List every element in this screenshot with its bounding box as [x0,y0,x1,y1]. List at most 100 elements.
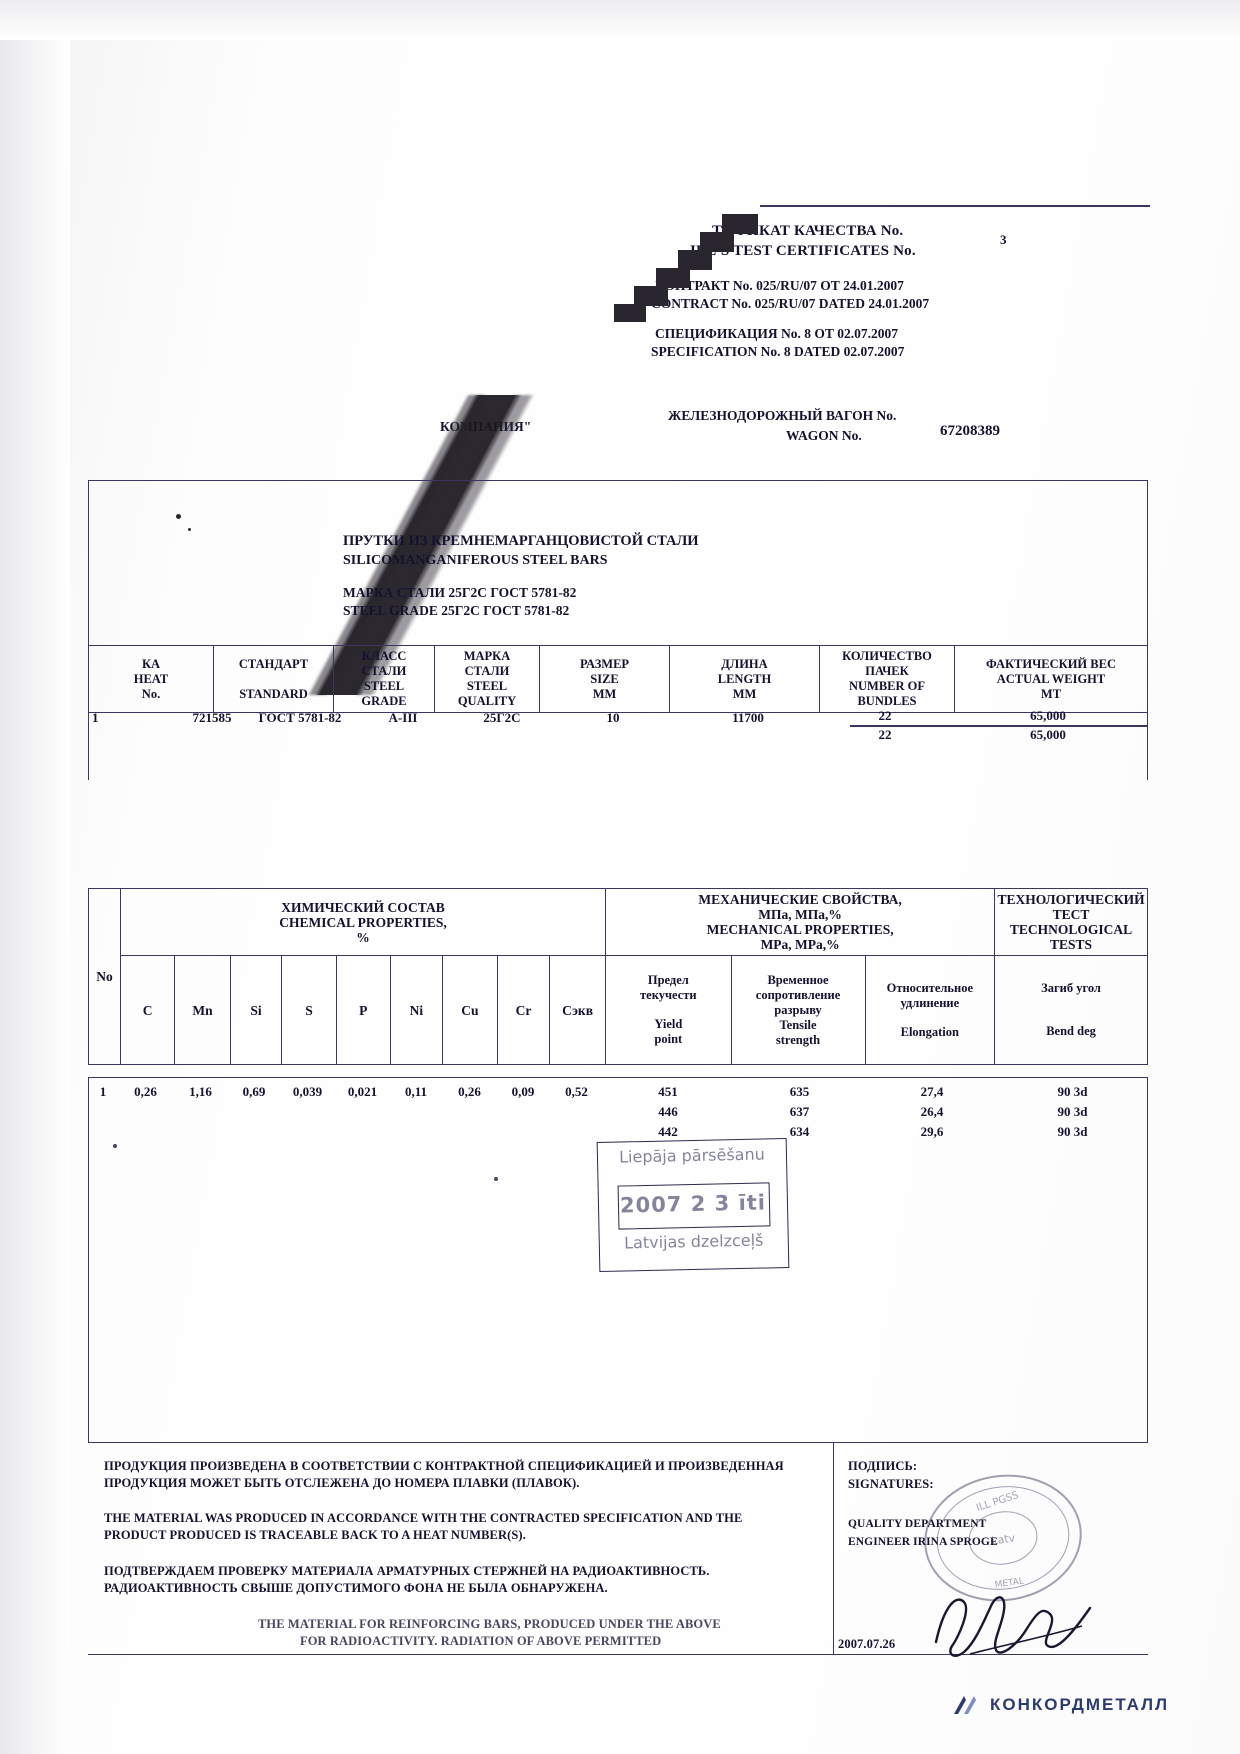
steel-grade-en-text: STEEL GRADE 25Г2С ГОСТ 5781-82 [343,603,570,618]
th-yield-point: Предел текучести Yield point [605,955,732,1065]
val-row-no: 1 [99,1084,107,1099]
scan-artifact-step-4 [656,268,690,288]
top-rule [760,205,1150,207]
svg-text:ILL PGSS: ILL PGSS [975,1490,1020,1514]
scan-speck-4 [494,1177,498,1181]
specification-line-en: SPECIFICATION No. 8 DATED 02.07.2007 [651,344,904,360]
val-yield-col: 451 446 442 [658,1084,678,1139]
shipment-row-steel-grade: А-III [388,710,418,725]
certificate-number-text: 3 [1000,232,1007,247]
shipment-row-heat: 721585 [192,710,232,725]
logo-mark-icon [954,1696,976,1714]
th-element-si: Si [229,955,283,1065]
properties-table: No ХИМИЧЕСКИЙ СОСТАВ CHEMICAL PROPERTIES… [88,888,1148,1065]
contract-line-ru: КОНТРАКТ No. 025/RU/07 ОТ 24.01.2007 [655,278,904,294]
th-standard: СТАНДАРТ STANDARD [213,645,334,713]
properties-group-row: No ХИМИЧЕСКИЙ СОСТАВ CHEMICAL PROPERTIES… [88,888,1148,1065]
footer-declaration-ru-2: ПОДТВЕРЖДАЕМ ПРОВЕРКУ МАТЕРИАЛА АРМАТУРН… [104,1564,710,1595]
val-cr: 0,09 [511,1084,535,1099]
section2-frame-right [1147,1077,1148,1442]
wagon-label-en: WAGON No. [786,428,862,444]
properties-values: 1 0,26 1,16 0,69 0,039 0,021 0,11 0,26 0… [88,1082,1148,1142]
product-name-en-text: SILICOMANGANIFEROUS STEEL BARS [343,553,608,568]
wagon-number-text: 67208389 [940,423,1000,439]
steel-grade-ru-text: МАРКА СТАЛИ 25Г2С ГОСТ 5781-82 [343,585,577,600]
properties-subheader-row: C Mn Si S P Ni Cu Cr Сэкв Предел текучес… [89,955,1148,1065]
scan-artifact-step-3 [678,250,712,270]
shipment-row-weight: 65,000 [1030,708,1066,723]
wagon-label-ru: ЖЕЛЕЗНОДОРОЖНЫЙ ВАГОН No. [668,408,896,424]
scan-artifact-step-1 [722,214,758,234]
section1-frame-right [1147,480,1148,780]
engineer-name: ENGINEER IRINA SPROGE [848,1536,998,1548]
steel-grade-en: STEEL GRADE 25Г2С ГОСТ 5781-82 [343,603,569,619]
th-steel-quality: МАРКА СТАЛИ STEEL QUALITY [434,645,540,713]
footer-top-rule [88,1442,1148,1443]
certificate-title-en-text: ILL'S TEST CERTIFICATES No. [690,243,916,259]
val-bend-col: 90 3d 90 3d 90 3d [1057,1084,1088,1139]
th-element-cu: Cu [441,955,498,1065]
th-elongation: Относительное удлинение Elongation [864,955,996,1065]
scan-speck-3 [113,1144,117,1148]
th-element-c: C [119,955,176,1065]
company-name: КОМПАНИЯ" [440,419,531,435]
footer-bottom-rule [88,1654,1148,1655]
stamp-date-text: 2007 2 3 īti [619,1190,767,1218]
scan-speck-1 [176,514,181,519]
product-name-en: SILICOMANGANIFEROUS STEEL BARS [343,553,608,569]
shipment-table-header-row: КА HEAT No. СТАНДАРТ STANDARD КЛАСС СТАЛ… [88,645,1148,713]
val-s: 0,039 [292,1084,323,1099]
section1-frame-left [88,480,89,780]
handwritten-signature [930,1580,1110,1670]
scan-artifact-step-6 [614,304,646,322]
specification-line-ru: СПЕЦИФИКАЦИЯ No. 8 ОТ 02.07.2007 [655,326,898,342]
scan-edge-top [0,0,1240,40]
th-weight: ФАКТИЧЕСКИЙ ВЕС ACTUAL WEIGHT MT [954,645,1148,713]
shipment-row-weight-total: 65,000 [1030,727,1066,742]
contract-ru-text: КОНТРАКТ No. 025/RU/07 ОТ 24.01.2007 [655,278,904,293]
val-c: 0,26 [134,1084,157,1099]
footer-declaration-en-2: THE MATERIAL FOR REINFORCING BARS, PRODU… [258,1617,721,1631]
val-mn: 1,16 [189,1084,212,1099]
footer-declaration-en-1: THE MATERIAL WAS PRODUCED IN ACCORDANCE … [104,1511,743,1542]
stamp-bottom-text: Latvijas dzelzceļš [623,1230,764,1253]
section2-frame-left [88,1077,89,1442]
th-element-p: P [335,955,391,1065]
th-element-cr: Cr [496,955,551,1065]
scan-artifact-step-5 [634,286,668,306]
stamp-top-text: Liepāja pārsēšanu [618,1144,765,1167]
brand-logo-text: КОНКОРДМЕТАЛЛ [990,1695,1170,1714]
shipment-row-size: 10 [606,710,620,725]
val-si: 0,69 [242,1084,266,1099]
val-ceq: 0,52 [565,1084,588,1099]
scan-speck-2 [188,528,191,531]
specification-en-text: SPECIFICATION No. 8 DATED 02.07.2007 [651,344,905,359]
th-tensile-strength: Временное сопротивление разрыву Tensile … [730,955,866,1065]
wagon-label-en-text: WAGON No. [786,428,862,443]
certificate-title-en: ILL'S TEST CERTIFICATES No. [690,242,916,261]
railway-stamp: Liepāja pārsēšanu 2007 2 3 īti Latvijas … [596,1138,790,1272]
shipment-row-steel-quality: 25Г2С [483,710,521,725]
certificate-title-ru-text: ТИФИКАТ КАЧЕСТВА No. [712,223,904,239]
brand-logo: КОНКОРДМЕТАЛЛ [950,1690,1169,1720]
shipment-row-bundles-total: 22 [878,727,892,742]
th-group-mechanical: МЕХАНИЧЕСКИЕ СВОЙСТВА, МПа, МПа,% MECHAN… [605,888,996,956]
certificate-number: 3 [1000,232,1007,248]
th-element-mn: Mn [174,955,231,1065]
scan-artifact-step-2 [700,232,734,252]
contract-en-text: CONTRACT No. 025/RU/07 DATED 24.01.2007 [651,296,930,311]
th-element-ceq: Сэкв [549,955,607,1065]
shipment-row-standard: ГОСТ 5781-82 [258,710,342,725]
val-elongation-col: 27,4 26,4 29,6 [920,1084,944,1139]
footer-declaration-ru-1: ПРОДУКЦИЯ ПРОИЗВЕДЕНА В СООТВЕТСТВИИ С К… [104,1459,784,1490]
company-round-stamp: ILL PGSS Latv METAL [909,1457,1097,1619]
contract-line-en: CONTRACT No. 025/RU/07 DATED 24.01.2007 [651,296,929,312]
steel-grade-ru: МАРКА СТАЛИ 25Г2С ГОСТ 5781-82 [343,585,576,601]
shipment-row-no: 1 [92,710,99,725]
section1-frame-top [88,480,1148,481]
th-bend: Загиб угол Bend deg [994,955,1148,1065]
wagon-label-ru-text: ЖЕЛЕЗНОДОРОЖНЫЙ ВАГОН No. [668,408,897,423]
svg-text:Latv: Latv [991,1531,1017,1547]
val-ni: 0,11 [404,1084,428,1099]
